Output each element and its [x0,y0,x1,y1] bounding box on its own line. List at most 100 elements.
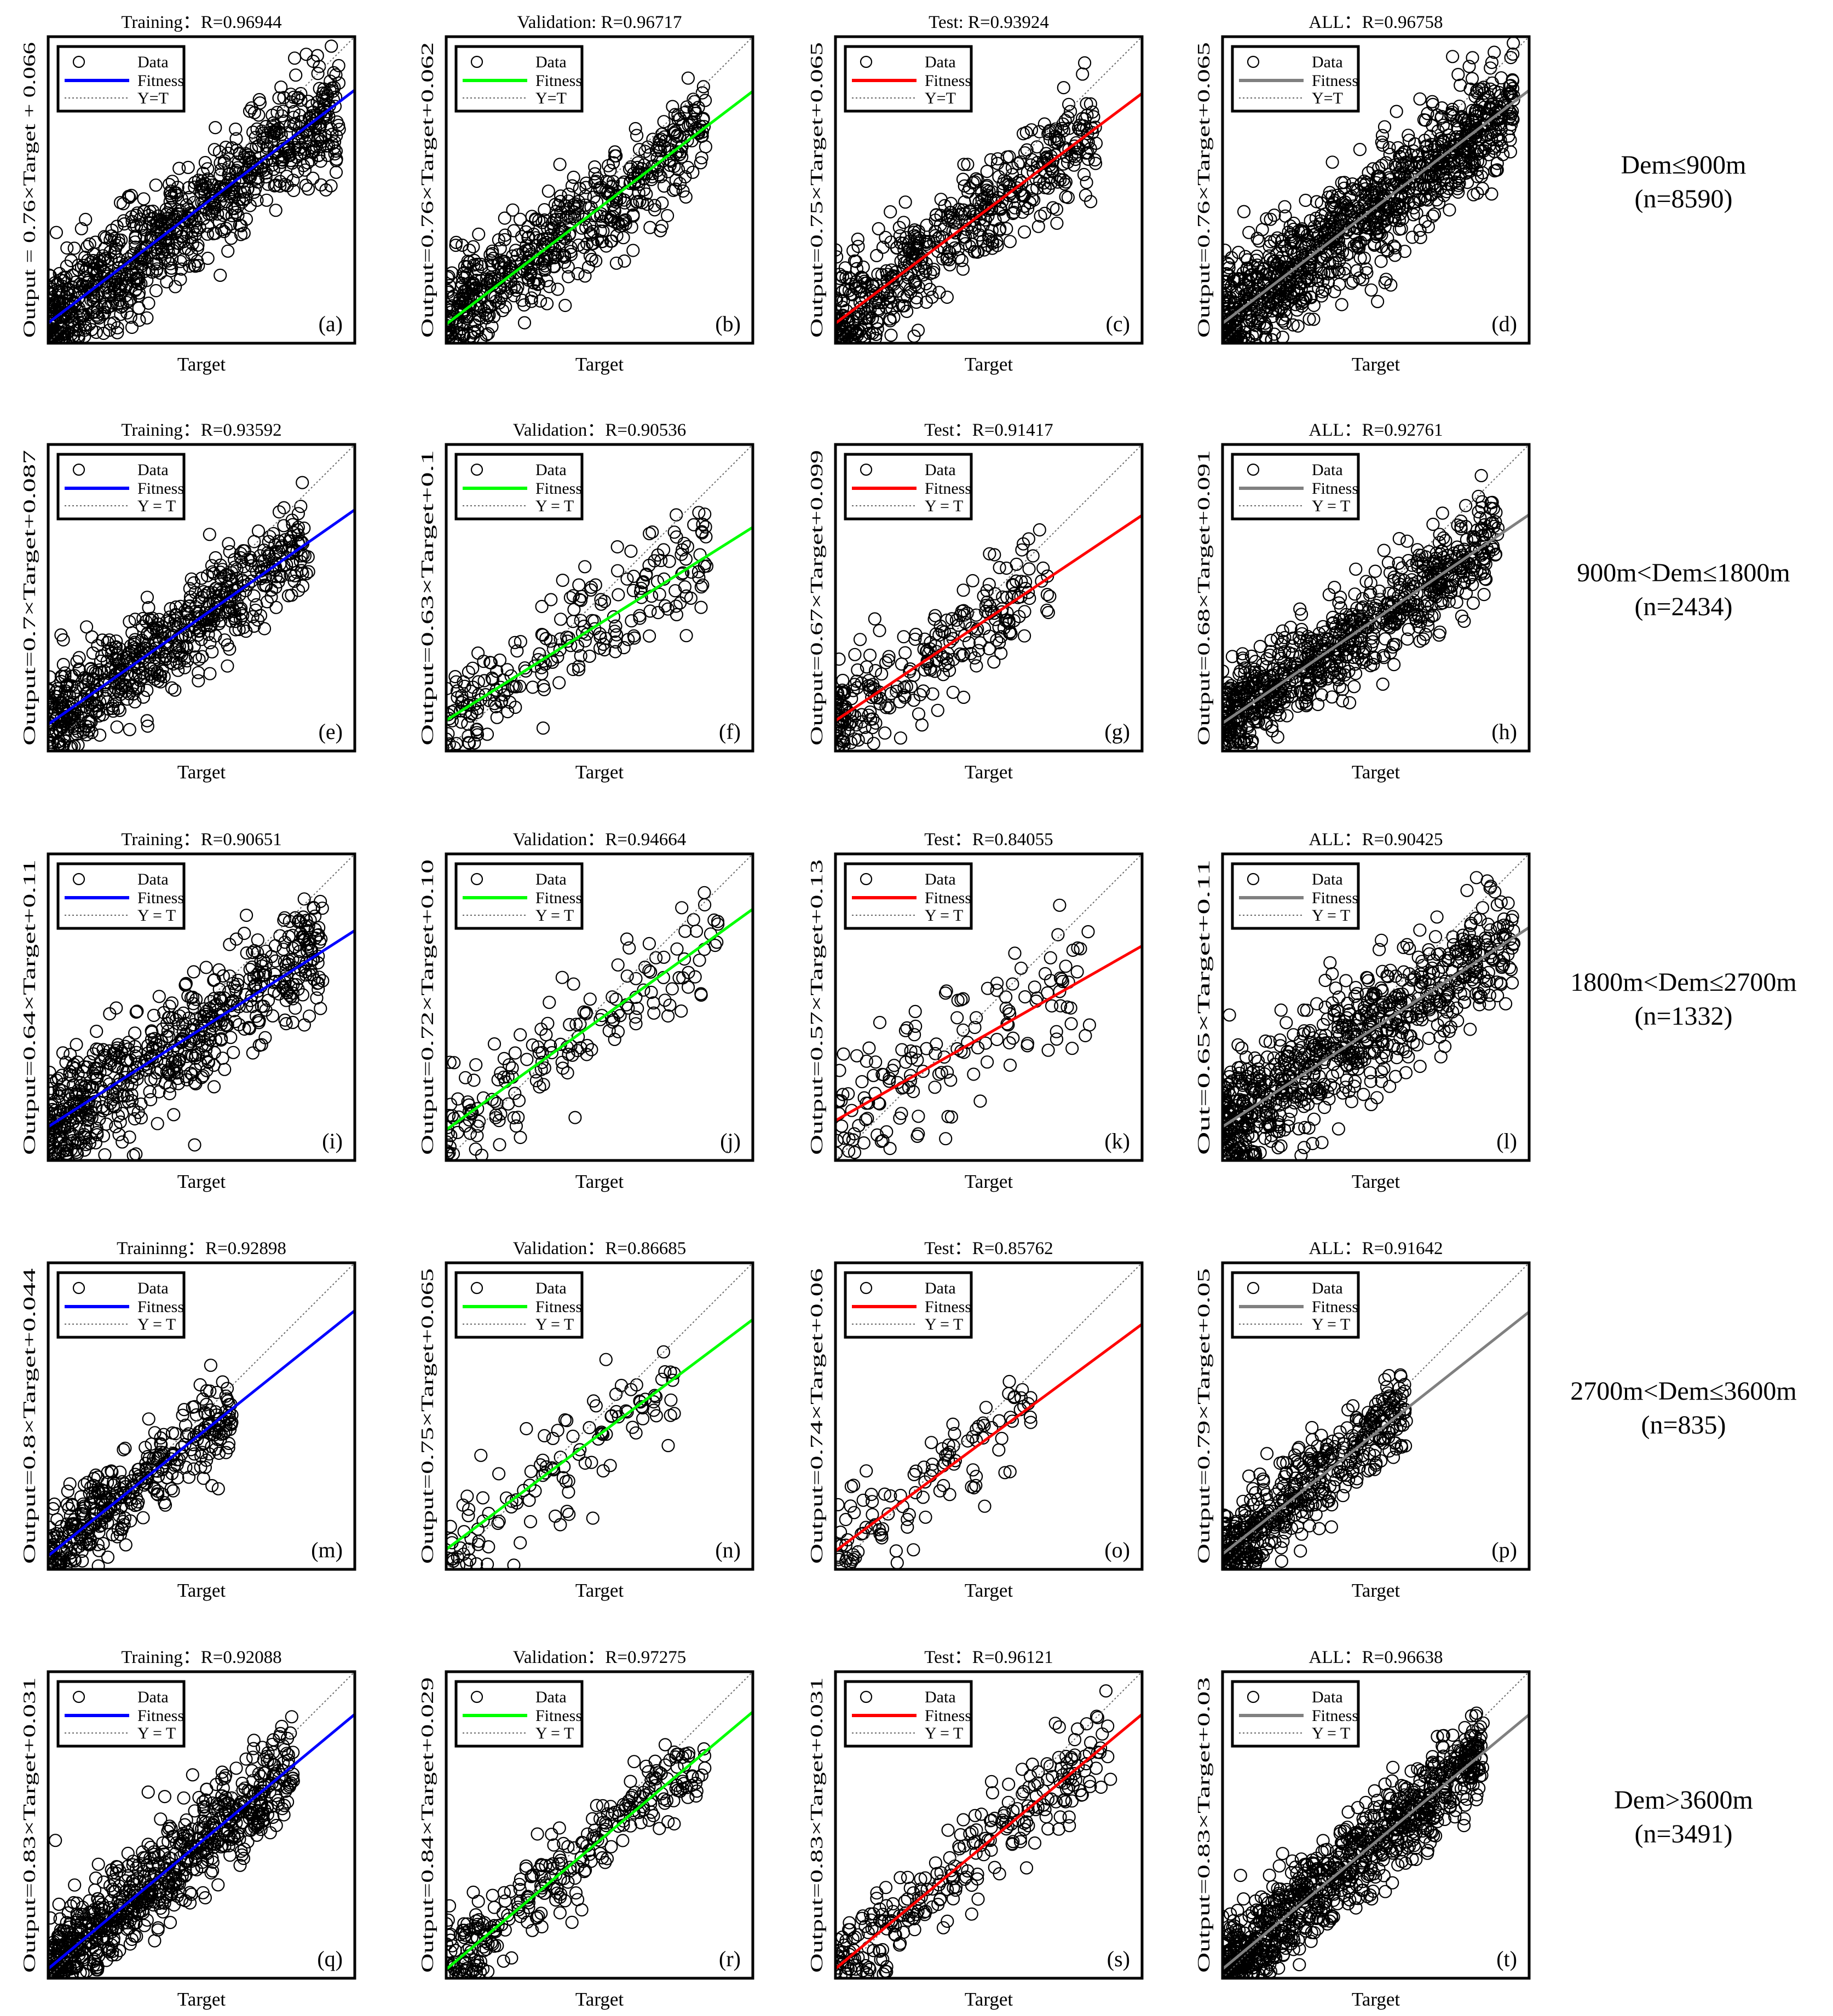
data-point [277,519,291,533]
data-point [968,175,982,189]
data-point [449,239,463,252]
panel-title: Validation：R=0.90536 [513,420,687,440]
data-point [483,274,497,288]
data-point [64,254,78,268]
data-point [1033,125,1046,138]
data-point [1458,142,1472,156]
data-point [489,294,503,308]
y-axis-label: Output=0.76×Target+0.065 [1194,42,1213,338]
data-point [1342,222,1357,236]
data-point [277,501,291,515]
data-point [936,668,950,681]
data-point [269,547,283,561]
legend-fit-label: Fitness [137,480,184,498]
data-point [236,609,250,622]
data-point [850,674,863,688]
data-point [1057,81,1070,95]
data-point [1459,499,1473,512]
data-point [1443,203,1456,217]
data-point [1233,327,1247,341]
data-point [1472,505,1485,519]
data-point [687,518,701,532]
data-point [1373,226,1387,240]
x-axis-label: Target [965,354,1013,375]
data-point [284,95,298,109]
data-point [483,248,497,262]
data-point [165,681,178,695]
data-point [181,160,195,174]
data-points [835,56,1103,343]
data-point [956,690,971,704]
data-point [112,253,126,267]
data-point [174,255,187,268]
data-point [654,170,668,183]
data-point [851,733,865,747]
y-axis-label: Output=0.7×Target+0.087 [19,450,39,746]
data-point [142,612,156,626]
data-point [1413,634,1427,648]
data-point [140,311,154,325]
data-point [692,570,706,585]
data-point [299,48,313,61]
data-point [691,565,706,579]
data-point [1470,564,1484,577]
data-point [1015,543,1029,557]
data-point [540,274,554,287]
data-point [1285,234,1299,247]
data-point [203,667,217,680]
data-point [223,167,237,181]
data-point [1398,245,1411,258]
data-point [61,287,75,301]
data-point [536,628,550,642]
data-point [517,316,532,330]
data-point [120,296,134,309]
data-point [1359,189,1374,203]
data-point [449,675,463,689]
data-point [48,303,56,317]
data-point [962,636,976,650]
data-point [1030,140,1044,154]
data-point [895,657,909,671]
data-point [997,621,1011,635]
data-point [898,690,912,704]
data-point [567,170,580,184]
panel-letter: (e) [319,719,343,744]
data-point [845,715,859,729]
scatter-panel-d: DataFitnessY=T(d)ALL：R=0.96758TargetOutp… [1194,13,1531,375]
data-point [1488,45,1501,59]
data-point [643,221,657,234]
data-point [1232,273,1246,286]
data-point [1374,207,1388,221]
data-point [234,547,247,561]
data-point [1251,314,1265,328]
data-point [1045,164,1059,178]
data-point [1400,534,1414,548]
y-axis-label: Output = 0.76×Target + 0.066 [19,42,39,338]
data-point [1338,181,1351,195]
data-point [1278,209,1292,223]
data-point [493,653,507,667]
data-point [149,284,163,298]
data-point [594,597,608,611]
data-point [574,649,587,663]
data-point [206,565,220,579]
data-points [446,506,714,751]
data-point [1402,134,1416,147]
data-point [1388,158,1402,172]
data-point [936,252,950,266]
data-point [610,540,624,554]
data-point [1392,556,1405,570]
data-point [1405,230,1419,244]
data-point [1347,226,1361,240]
data-point [1033,523,1046,537]
data-point [272,545,286,558]
data-point [1357,174,1371,188]
data-point [881,654,896,667]
data-point [264,583,278,597]
data-point [1442,182,1456,195]
data-point [301,95,315,108]
data-point [49,226,64,239]
data-point [964,646,978,661]
data-point [1315,285,1329,299]
data-point [113,703,126,718]
